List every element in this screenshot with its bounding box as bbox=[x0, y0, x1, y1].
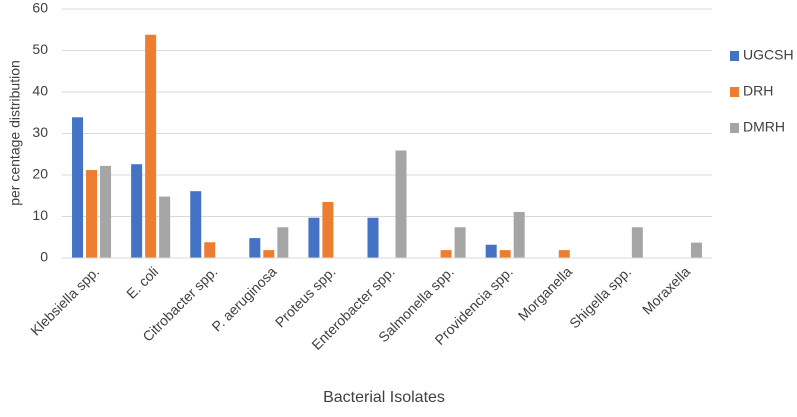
bar bbox=[249, 238, 261, 258]
bar bbox=[440, 250, 452, 258]
bar bbox=[131, 164, 143, 258]
legend-swatch bbox=[730, 51, 739, 61]
y-tick-label: 10 bbox=[32, 207, 48, 223]
x-tick-label: Moraxella bbox=[639, 263, 693, 317]
bar bbox=[159, 196, 171, 258]
bar bbox=[367, 217, 379, 258]
bar bbox=[100, 165, 112, 258]
bar bbox=[690, 242, 702, 258]
y-tick-label: 0 bbox=[40, 249, 48, 265]
legend-label: DRH bbox=[743, 83, 773, 99]
y-tick-label: 50 bbox=[32, 41, 48, 57]
x-tick-label: E. coli bbox=[123, 263, 161, 301]
bar bbox=[145, 34, 157, 259]
bar bbox=[499, 250, 511, 258]
y-tick-label: 60 bbox=[32, 0, 48, 16]
bar bbox=[454, 227, 466, 258]
bar bbox=[322, 201, 334, 258]
legend-swatch bbox=[730, 123, 739, 133]
x-axis-label: Bacterial Isolates bbox=[323, 389, 445, 406]
bar bbox=[86, 170, 98, 258]
y-axis-label: per centage distribution bbox=[7, 60, 23, 206]
legend-label: DMRH bbox=[743, 119, 785, 135]
bar bbox=[513, 211, 525, 258]
bar bbox=[277, 227, 289, 258]
bar bbox=[308, 217, 320, 258]
bar bbox=[558, 250, 570, 258]
y-tick-label: 40 bbox=[32, 83, 48, 99]
bar bbox=[190, 191, 202, 258]
y-tick-label: 20 bbox=[32, 166, 48, 182]
bar bbox=[72, 117, 84, 258]
legend-label: UGCSH bbox=[743, 47, 794, 63]
y-tick-label: 30 bbox=[32, 124, 48, 140]
x-tick-label: Morganella bbox=[515, 263, 575, 323]
bar bbox=[204, 242, 216, 258]
bar bbox=[485, 244, 497, 258]
x-tick-label: Shigella spp. bbox=[566, 263, 634, 331]
bar bbox=[395, 150, 407, 258]
x-tick-label: Klebsiella spp. bbox=[27, 263, 102, 338]
legend-swatch bbox=[730, 87, 739, 97]
bar bbox=[631, 227, 643, 258]
bar bbox=[263, 250, 275, 258]
